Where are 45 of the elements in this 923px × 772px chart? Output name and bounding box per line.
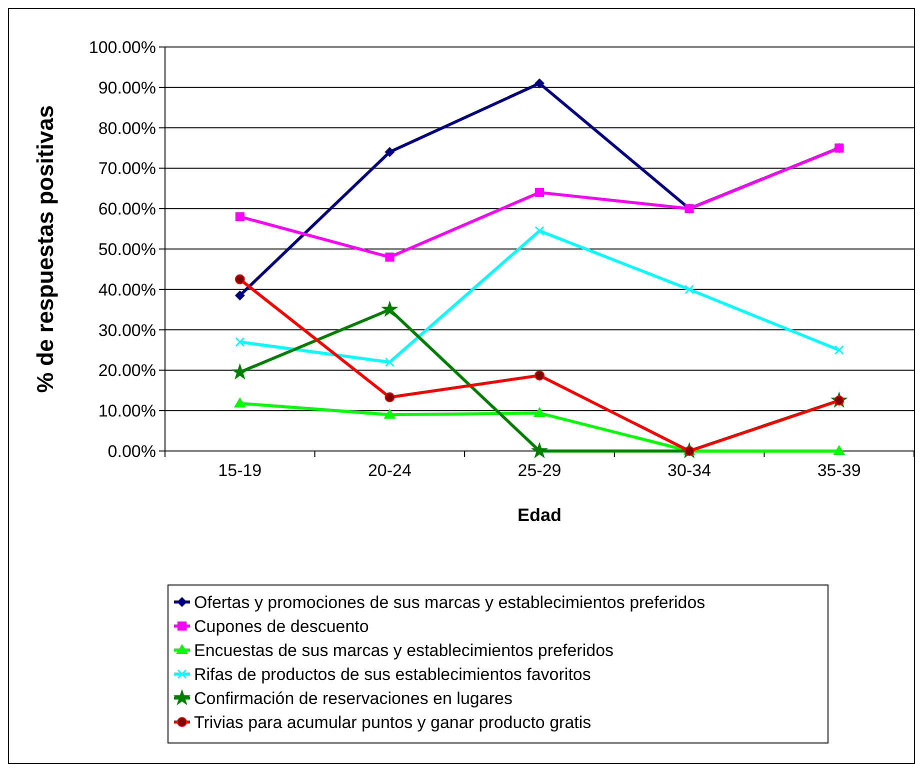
y-tick-label: 70.00% [98,159,156,178]
legend-label: Rifas de productos de sus establecimientos favoritos [194,664,591,684]
x-tick-label: 35-39 [817,461,861,480]
point [834,345,844,355]
x-tick-label: 25-29 [518,461,562,480]
y-tick-label: 50.00% [98,240,156,259]
x-tick-label: 20-24 [368,461,412,480]
point [381,300,398,317]
point [385,252,394,262]
point [535,188,544,197]
point [384,147,395,158]
y-axis-title: % de respuestas positivas [32,105,58,393]
point [534,407,546,418]
legend-label: Ofertas y promociones de sus marcas y establecimientos preferidos [194,592,706,612]
x-tick-label: 15-19 [218,461,262,480]
y-tick-label: 10.00% [98,402,156,421]
point [234,274,245,284]
point [384,357,394,367]
legend-label: Trivias para acumular puntos y ganar producto gratis [194,712,592,732]
point [534,370,544,380]
point [534,78,544,88]
y-tick-label: 60.00% [98,200,156,219]
y-tick-label: 80.00% [98,118,156,138]
point [231,363,248,380]
point [384,392,395,402]
point [235,337,245,347]
point [534,226,544,236]
point [530,442,548,458]
x-tick-label: 30-34 [668,461,712,480]
point [833,445,846,455]
y-tick-label: 90.00% [98,78,156,98]
x-axis-title: Edad [517,505,562,525]
legend-label: Cupones de descuento [194,616,369,636]
point [234,397,246,408]
legend-label: Confirmación de reservaciones en lugares [194,688,512,708]
point [235,212,244,222]
y-tick-label: 30.00% [98,320,156,340]
point [234,290,245,300]
point [384,408,396,419]
legend-label: Encuestas de sus marcas y establecimientos preferidos [194,640,614,660]
y-tick-label: 0.00% [108,442,156,461]
y-tick-label: 40.00% [98,280,156,300]
point [684,284,694,294]
y-tick-label: 20.00% [98,361,156,380]
y-tick-label: 100.00% [88,38,156,57]
